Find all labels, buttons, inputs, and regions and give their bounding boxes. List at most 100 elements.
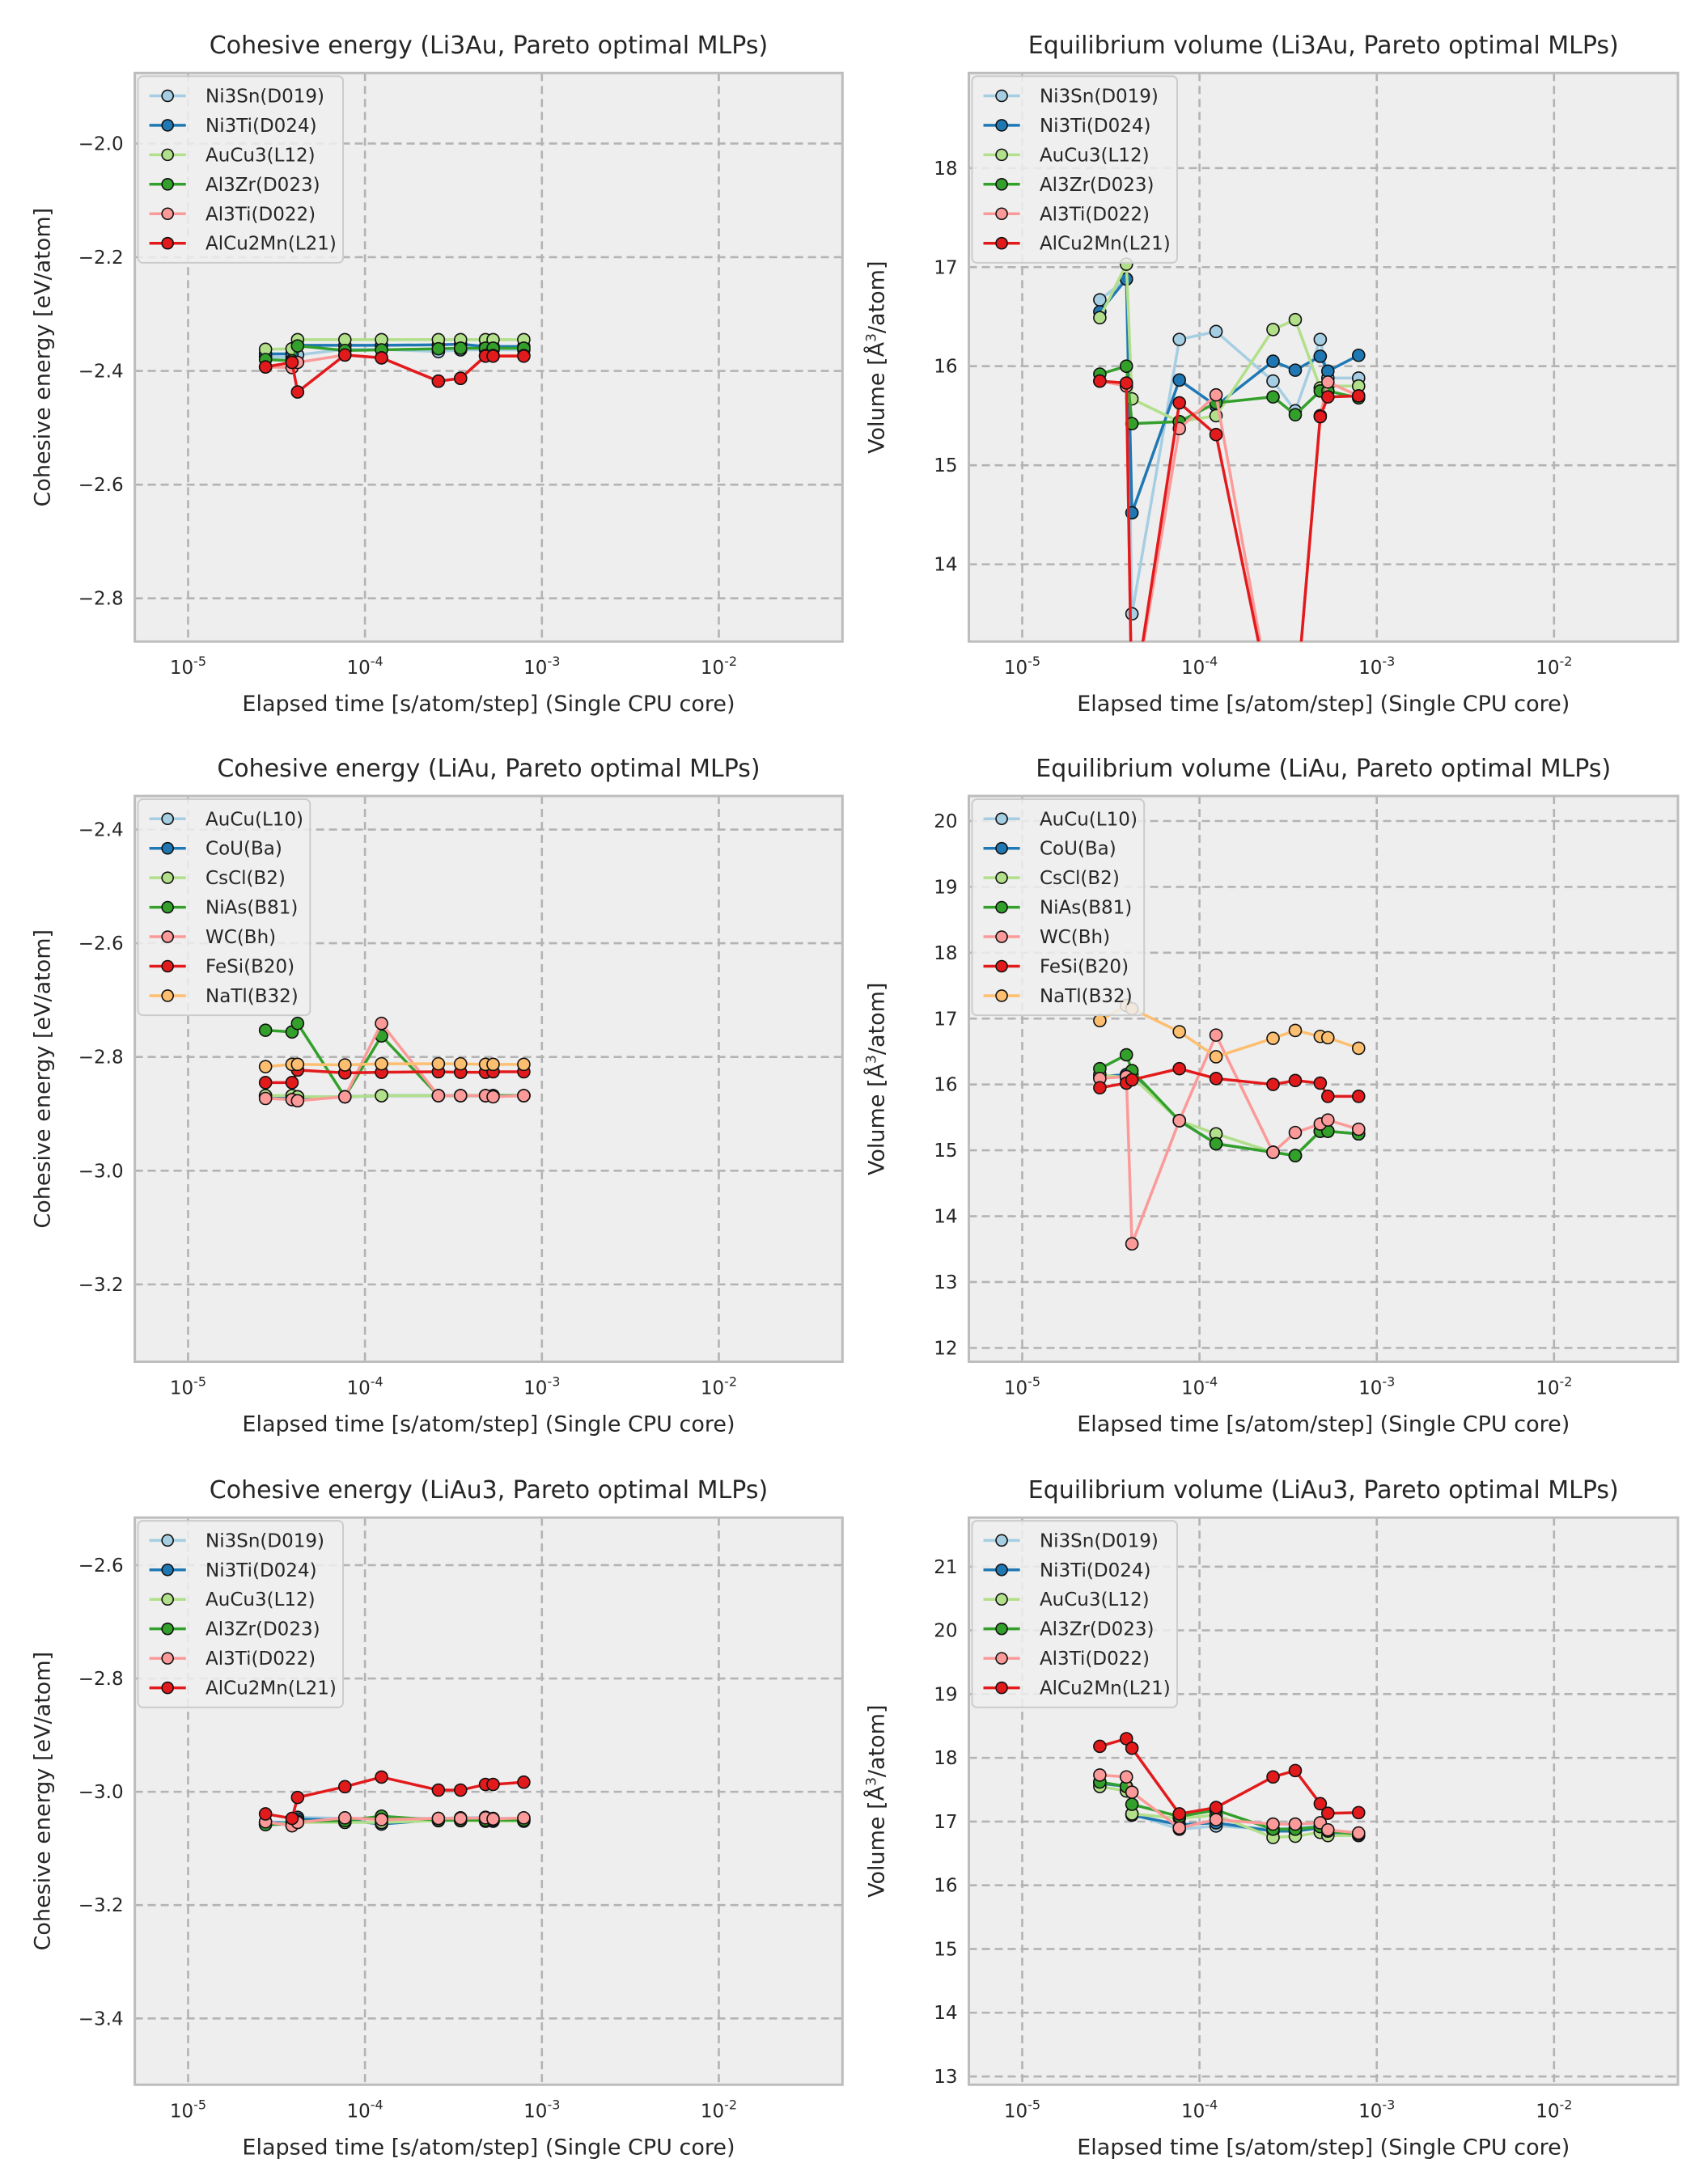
data-point-Al3Ti(D022) [1209, 387, 1223, 402]
legend-item: AlCu2Mn(L21) [983, 1678, 1171, 1699]
y-label-suffix: /atom] [865, 260, 890, 333]
data-point-FeSi(B20) [258, 1076, 273, 1090]
legend-label: Ni3Sn(D019) [205, 86, 324, 107]
legend-label: AlCu2Mn(L21) [1040, 1678, 1171, 1699]
data-point-WC(Bh) [1209, 1028, 1223, 1042]
legend-marker-icon [995, 812, 1008, 826]
legend-item: CoU(Ba) [149, 839, 282, 860]
y-tick-label: 15 [934, 1939, 957, 1960]
x-tick-label: 10-3 [1358, 654, 1395, 679]
series-group [1093, 257, 1366, 642]
data-point-NaTl(B32) [290, 1057, 305, 1072]
legend-marker-icon [161, 236, 174, 250]
data-point-AlCu2Mn(L21) [290, 1790, 305, 1805]
y-label-prefix: Volume [ [865, 357, 890, 454]
x-tick-base: 10 [523, 1378, 547, 1399]
data-point-FeSi(B20) [1288, 1073, 1303, 1088]
x-axis-label: Elapsed time [s/atom/step] (Single CPU c… [242, 1412, 735, 1437]
x-axis-label: Elapsed time [s/atom/step] (Single CPU c… [1077, 1412, 1570, 1437]
data-point-Al3Ti(D022) [517, 1811, 531, 1825]
legend-item: AuCu(L10) [983, 809, 1138, 830]
axes-frame [968, 794, 1680, 1363]
legend-marker-icon [995, 1593, 1008, 1606]
x-tick-exponent: -5 [1027, 2097, 1040, 2112]
legend-label: WC(Bh) [205, 927, 276, 948]
data-point-AlCu2Mn(L21) [486, 349, 500, 363]
data-point-Al3Ti(D022) [1266, 1817, 1280, 1831]
legend-item: AuCu3(L12) [149, 145, 316, 166]
legend-label: AuCu3(L12) [205, 145, 316, 166]
x-tick-label: 10-4 [1181, 654, 1218, 679]
x-tick-exponent: -2 [724, 654, 737, 669]
x-tick-exponent: -4 [1205, 654, 1218, 669]
x-tick-label: 10-4 [1181, 1373, 1218, 1399]
x-axis-label: Elapsed time [s/atom/step] (Single CPU c… [1077, 692, 1570, 717]
x-tick-exponent: -5 [193, 2097, 206, 2112]
legend-marker-icon [995, 236, 1008, 250]
y-tick-label: −2.8 [78, 1669, 124, 1690]
y-tick-label: −2.6 [78, 475, 124, 496]
data-point-Al3Zr(D023) [431, 341, 446, 356]
data-point-Al3Ti(D022) [1119, 1770, 1133, 1784]
y-label-suffix: /atom] [865, 983, 890, 1056]
data-point-Ni3Ti(D024) [1351, 348, 1366, 362]
axes-frame [133, 1516, 844, 2086]
chart-title: Cohesive energy (Li3Au, Pareto optimal M… [210, 32, 768, 60]
x-tick-exponent: -3 [547, 654, 560, 669]
legend-label: FeSi(B20) [205, 957, 294, 978]
y-tick-label: −3.2 [78, 1895, 124, 1916]
x-tick-base: 10 [1358, 1378, 1382, 1399]
series-group [1093, 998, 1366, 1251]
data-point-Al3Ti(D022) [453, 1811, 468, 1826]
legend-label: NiAs(B81) [1040, 898, 1132, 919]
data-point-NiAs(B81) [258, 1023, 273, 1037]
data-point-Al3Ti(D022) [1172, 1821, 1187, 1835]
legend-marker-icon [161, 148, 174, 162]
y-tick-label: 15 [934, 1141, 957, 1162]
x-tick-label: 10-2 [701, 654, 737, 679]
data-point-Ni3Ti(D024) [1172, 373, 1187, 387]
chart-panel-1: Equilibrium volume (Li3Au, Pareto optima… [864, 32, 1680, 717]
legend-marker-icon [995, 178, 1008, 191]
y-tick-label: −3.0 [78, 1161, 124, 1182]
legend-item: Al3Ti(D022) [983, 204, 1150, 225]
y-axis-label: Volume [Å3/atom] [864, 983, 890, 1175]
legend: Ni3Sn(D019) Ni3Ti(D024) AuCu3(L12) Al3Zr(D0… [137, 1520, 345, 1708]
data-point-NaTl(B32) [1093, 1014, 1107, 1028]
data-point-FeSi(B20) [285, 1076, 299, 1090]
y-tick-label: −2.6 [78, 933, 124, 954]
x-tick-exponent: -2 [1559, 2097, 1572, 2112]
data-point-FeSi(B20) [1351, 1090, 1366, 1103]
legend-box [971, 75, 1178, 264]
legend-marker-icon [995, 1622, 1008, 1636]
data-point-AlCu2Mn(L21) [1266, 1770, 1280, 1784]
data-point-Al3Ti(D022) [1093, 1768, 1107, 1782]
chart-panel-3: Equilibrium volume (LiAu, Pareto optimal… [864, 755, 1680, 1437]
y-tick-label: −2.0 [78, 133, 124, 154]
legend-label: Al3Ti(D022) [205, 1649, 316, 1670]
x-tick-label: 10-4 [347, 2097, 383, 2122]
y-axis-label: Volume [Å3/atom] [864, 260, 890, 453]
data-point-AlCu2Mn(L21) [1093, 1739, 1107, 1754]
data-point-Al3Zr(D023) [1288, 408, 1303, 422]
y-tick-label: 17 [934, 1009, 957, 1030]
x-tick-label: 10-5 [170, 654, 206, 679]
legend-label: Al3Ti(D022) [205, 204, 316, 225]
y-tick-label: −2.6 [78, 1555, 124, 1577]
x-tick-base: 10 [1536, 2101, 1559, 2122]
data-point-WC(Bh) [1320, 1113, 1335, 1127]
data-point-WC(Bh) [258, 1091, 273, 1106]
data-point-NaTl(B32) [1288, 1023, 1303, 1038]
y-axis-label: Cohesive energy [eV/atom] [31, 208, 56, 507]
data-point-AlCu2Mn(L21) [285, 355, 299, 370]
legend-item: Ni3Sn(D019) [149, 86, 324, 107]
chart-title: Cohesive energy (LiAu, Pareto optimal ML… [217, 755, 760, 783]
x-tick-label: 10-3 [523, 654, 560, 679]
chart-title: Equilibrium volume (LiAu3, Pareto optima… [1028, 1476, 1619, 1505]
data-point-NiAs(B81) [1288, 1149, 1303, 1162]
data-point-AlCu2Mn(L21) [1125, 1742, 1139, 1755]
data-point-NiAs(B81) [290, 1016, 305, 1031]
legend-item: Al3Ti(D022) [983, 1649, 1150, 1670]
data-point-WC(Bh) [337, 1090, 352, 1104]
legend-marker-icon [161, 959, 174, 973]
